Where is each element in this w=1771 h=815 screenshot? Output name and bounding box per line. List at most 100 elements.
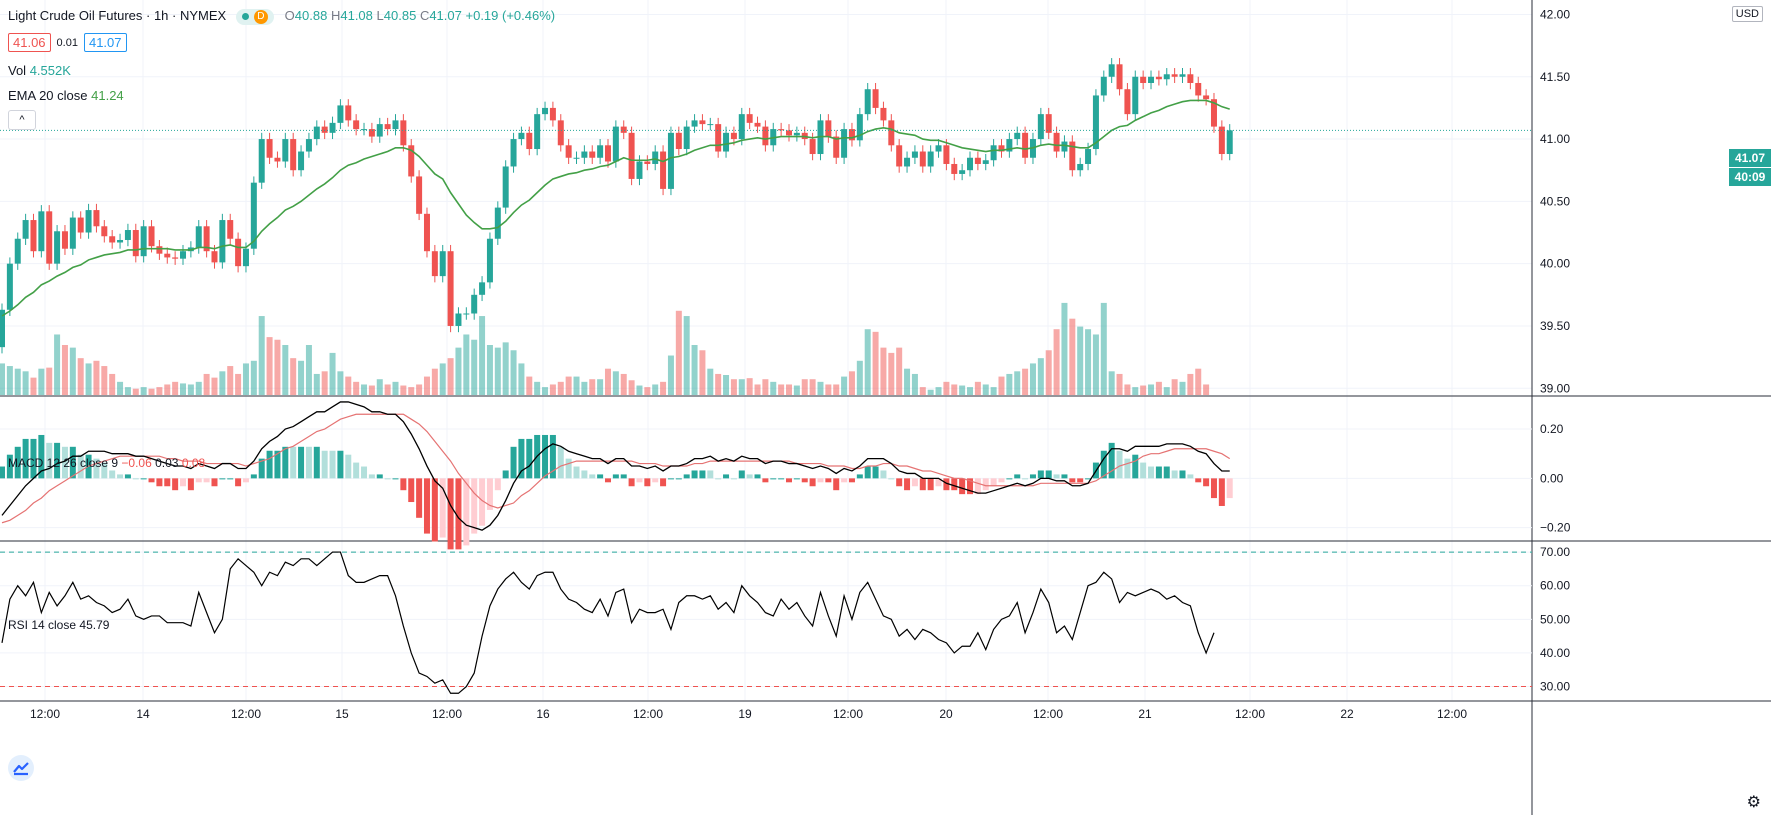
volume-bar xyxy=(951,384,958,395)
candle-body xyxy=(549,107,556,121)
macd-histogram-bar xyxy=(132,478,139,480)
candle-body xyxy=(628,132,635,179)
volume-bar xyxy=(888,352,895,395)
candle-body xyxy=(250,182,257,249)
volume-bar xyxy=(967,387,974,395)
macd-histogram-bar xyxy=(1037,470,1044,479)
macd-histogram-bar xyxy=(69,446,76,479)
candle-body xyxy=(848,129,855,141)
tradingview-logo-icon[interactable] xyxy=(8,755,34,781)
candle-body xyxy=(148,226,155,247)
rsi-tick-label: 60.00 xyxy=(1540,579,1570,593)
candle-body xyxy=(235,238,242,267)
rsi-label: RSI 14 close xyxy=(8,618,77,632)
macd-histogram-bar xyxy=(723,474,730,479)
macd-histogram-bar xyxy=(46,442,53,479)
volume-bar xyxy=(93,360,100,395)
macd-histogram-bar xyxy=(14,446,21,479)
volume-bar xyxy=(1124,384,1131,395)
buy-button[interactable]: 41.07 xyxy=(83,33,127,52)
macd-histogram-bar xyxy=(715,478,722,480)
candle-body xyxy=(408,145,415,177)
candle-body xyxy=(833,136,840,158)
candle-body xyxy=(1187,74,1194,83)
sell-button[interactable]: 41.06 xyxy=(8,33,51,52)
volume-bar xyxy=(266,337,273,395)
candle-body xyxy=(699,120,706,125)
macd-histogram-bar xyxy=(825,478,832,483)
volume-bar xyxy=(384,384,391,395)
volume-bar xyxy=(329,352,336,395)
candle-body xyxy=(479,282,486,295)
volume-bar xyxy=(164,384,171,395)
macd-histogram-bar xyxy=(1155,466,1162,479)
volume-bar xyxy=(1085,329,1092,395)
macd-histogram-bar xyxy=(675,478,682,480)
candle-body xyxy=(888,120,895,146)
volume-bar xyxy=(1179,381,1186,395)
candle-body xyxy=(455,313,462,326)
ema-value: 41.24 xyxy=(91,88,124,103)
macd-tick-label: 0.20 xyxy=(1540,422,1564,436)
candle-body xyxy=(38,211,45,252)
volume-legend[interactable]: Vol 4.552K xyxy=(8,63,71,78)
volume-bar xyxy=(148,388,155,395)
volume-bar xyxy=(880,347,887,395)
time-tick-label: 12:00 xyxy=(432,707,462,721)
currency-badge[interactable]: USD xyxy=(1731,6,1763,22)
symbol-legend[interactable]: Light Crude Oil Futures · 1h · NYMEX D O… xyxy=(8,8,555,25)
candle-body xyxy=(290,139,297,171)
volume-bar xyxy=(1163,387,1170,395)
macd-histogram-bar xyxy=(337,450,344,479)
last-price-tag: 41.07 xyxy=(1729,149,1771,167)
volume-bar xyxy=(510,350,517,395)
rsi-legend[interactable]: RSI 14 close 45.79 xyxy=(8,618,109,632)
volume-bar xyxy=(841,376,848,395)
macd-histogram-bar xyxy=(368,474,375,479)
market-status[interactable]: D xyxy=(235,8,274,25)
volume-bar xyxy=(455,347,462,395)
volume-bar xyxy=(1061,302,1068,395)
candle-body xyxy=(589,151,596,158)
macd-histogram-bar xyxy=(1210,478,1217,499)
candle-body xyxy=(132,230,139,257)
candle-body xyxy=(715,124,722,152)
macd-histogram-bar xyxy=(447,478,454,550)
time-tick-label: 20 xyxy=(939,707,953,721)
collapse-legend-button[interactable]: ^ xyxy=(8,110,36,130)
macd-histogram-bar xyxy=(77,454,84,479)
macd-histogram-bar xyxy=(998,478,1005,483)
macd-legend[interactable]: MACD 12 26 close 9 −0.06 0.03 0.08 xyxy=(8,456,205,470)
volume-bar xyxy=(172,381,179,395)
macd-histogram-bar xyxy=(1195,478,1202,483)
ema-legend[interactable]: EMA 20 close 41.24 xyxy=(8,88,124,103)
volume-bar xyxy=(0,363,5,395)
volume-bar xyxy=(305,345,312,395)
candle-body xyxy=(762,126,769,146)
candle-body xyxy=(1218,126,1225,155)
volume-bar xyxy=(778,384,785,395)
time-tick-label: 22 xyxy=(1340,707,1354,721)
macd-histogram-bar xyxy=(904,478,911,491)
high-value: 41.08 xyxy=(340,8,373,23)
open-value: 40.88 xyxy=(294,8,328,23)
volume-bar xyxy=(620,373,627,395)
candle-body xyxy=(494,207,501,239)
volume-bar xyxy=(1100,302,1107,395)
settings-gear-icon[interactable]: ⚙ xyxy=(1746,794,1761,811)
volume-bar xyxy=(864,329,871,395)
macd-histogram-bar xyxy=(392,478,399,480)
volume-bar xyxy=(1116,373,1123,395)
candle-body xyxy=(1014,132,1021,140)
macd-histogram-bar xyxy=(770,478,777,480)
candle-body xyxy=(683,126,690,150)
candle-body xyxy=(1140,76,1147,83)
candle-body xyxy=(675,132,682,150)
candle-body xyxy=(164,253,171,258)
symbol-title[interactable]: Light Crude Oil Futures · 1h · NYMEX xyxy=(8,8,227,23)
candle-body xyxy=(471,294,478,314)
candle-body xyxy=(61,231,68,249)
candle-body xyxy=(305,139,312,152)
candle-body xyxy=(998,145,1005,152)
